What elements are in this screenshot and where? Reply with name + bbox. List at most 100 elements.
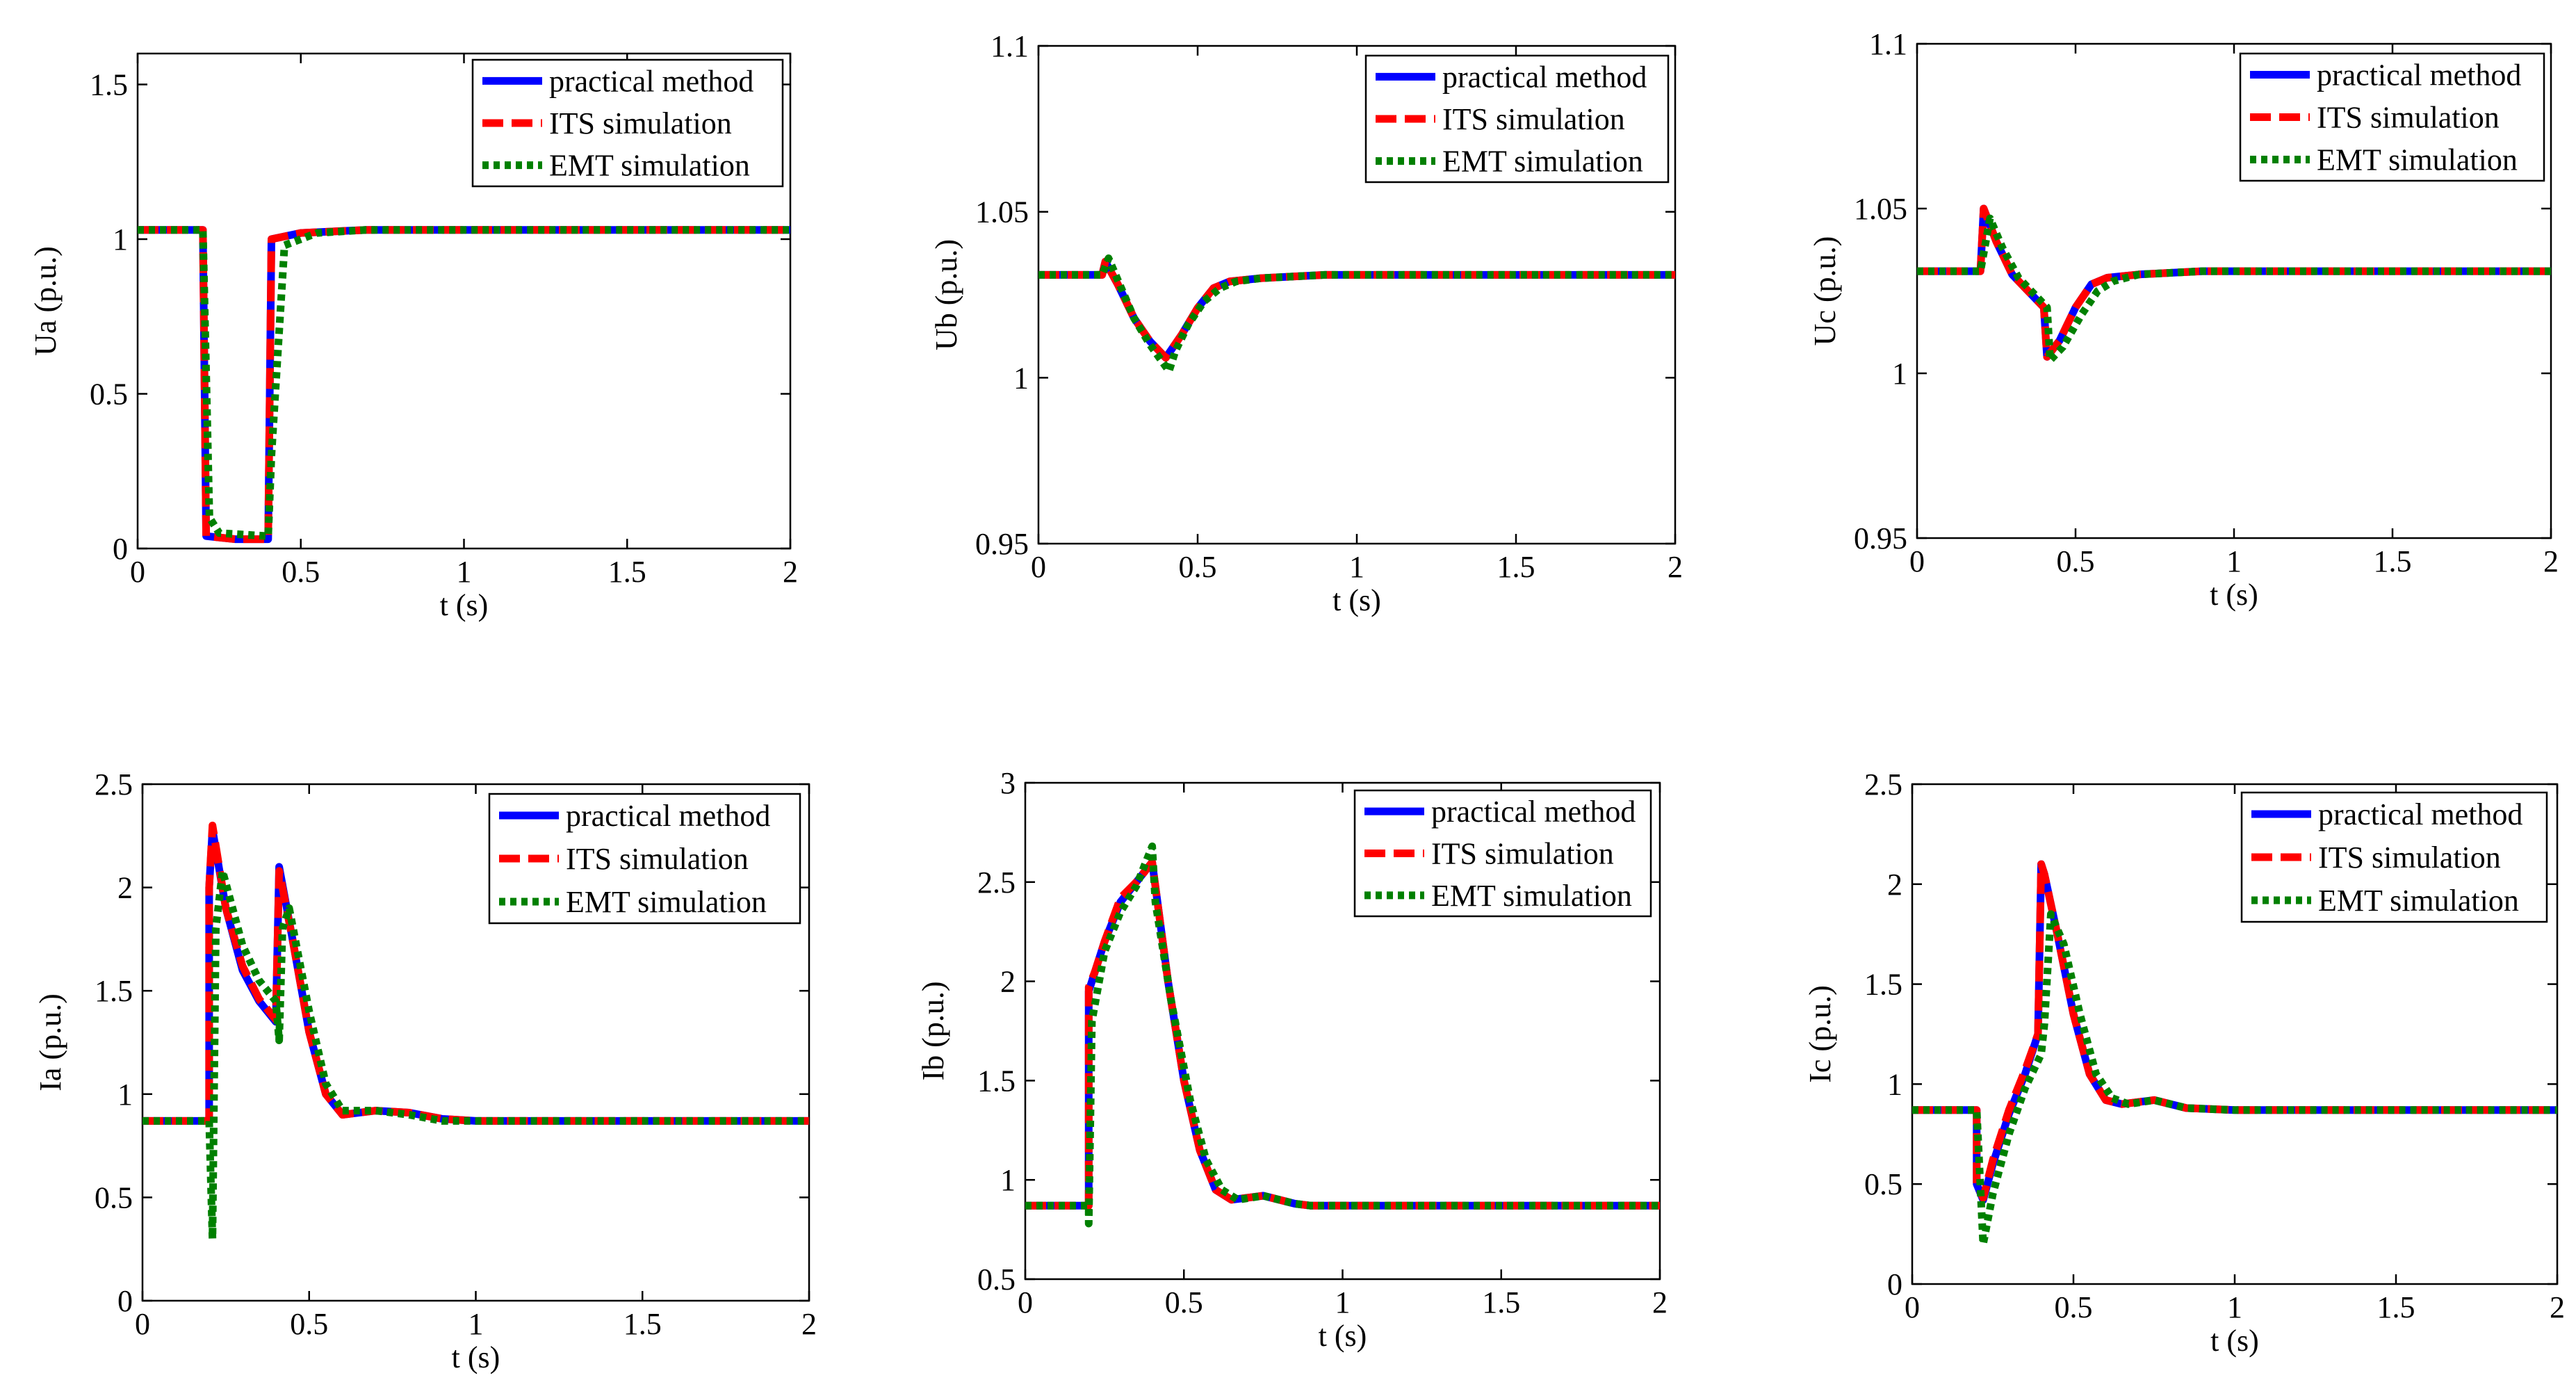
legend: practical method ITS simulation EMT simula… (2242, 793, 2547, 922)
y-tick-label: 2.5 (1864, 767, 1902, 802)
series-group (1038, 259, 1675, 371)
y-axis-label: Uc (p.u.) (1808, 236, 1842, 346)
y-tick-label: 1.5 (90, 68, 128, 102)
x-tick-label: 1 (1349, 550, 1364, 584)
y-tick-label: 1.5 (95, 974, 133, 1008)
x-tick-label: 0.5 (282, 555, 320, 589)
y-tick-label: 0.95 (1854, 521, 1907, 555)
legend: practical method ITS simulation EMT simula… (489, 794, 800, 923)
y-axis-label: Ia (p.u.) (33, 993, 67, 1091)
legend-label: practical method (1442, 60, 1647, 94)
series-line-dashed (138, 230, 790, 539)
chart-uc: 0 0.5 1 1.5 2 0.95 1 1.05 1.1 t (s) Uc (p.u.) pract… (1808, 27, 2559, 612)
y-tick-label: 1 (117, 1078, 133, 1112)
x-tick-label: 0 (1031, 550, 1046, 584)
x-tick-label: 0.5 (1165, 1285, 1203, 1319)
legend: practical method ITS simulation EMT simula… (1366, 56, 1668, 182)
y-tick-label: 2 (117, 871, 133, 905)
y-tick-label: 2.5 (977, 866, 1016, 900)
x-tick-label: 1 (2227, 1290, 2242, 1324)
legend-label: EMT simulation (1431, 879, 1632, 913)
y-tick-label: 0.5 (1864, 1167, 1902, 1201)
series-line-dotted (1917, 218, 2551, 360)
series-group (1917, 209, 2551, 360)
y-tick-label: 0.5 (95, 1180, 133, 1215)
x-tick-label: 0.5 (1179, 550, 1217, 584)
x-axis-label: t (s) (1332, 583, 1381, 617)
x-tick-label: 0 (1018, 1285, 1033, 1319)
legend-label: EMT simulation (566, 885, 767, 919)
x-tick-label: 1.5 (1497, 550, 1535, 584)
series-line-dotted (1912, 914, 2557, 1244)
x-tick-label: 0 (1909, 544, 1925, 578)
x-tick-label: 0 (1905, 1290, 1920, 1324)
legend-label: practical method (549, 64, 753, 98)
legend-label: practical method (1431, 795, 1636, 829)
y-tick-label: 1.5 (977, 1064, 1016, 1098)
x-tick-label: 2 (1652, 1285, 1668, 1319)
x-tick-label: 1.5 (623, 1307, 662, 1341)
legend-label: EMT simulation (2317, 143, 2518, 177)
x-tick-label: 1.5 (608, 555, 646, 589)
legend-label: ITS simulation (549, 106, 732, 140)
y-tick-label: 2 (1887, 868, 1902, 902)
y-tick-label: 1 (1887, 1067, 1902, 1101)
chart-ub: 0 0.5 1 1.5 2 0.95 1 1.05 1.1 t (s) Ub (p.u.) pract… (929, 29, 1683, 617)
x-tick-label: 1 (468, 1307, 484, 1341)
legend-label: practical method (566, 799, 770, 833)
legend-label: EMT simulation (2318, 884, 2519, 918)
y-tick-label: 1.05 (975, 195, 1029, 229)
y-tick-label: 0.5 (90, 377, 128, 412)
x-axis-label: t (s) (2210, 1324, 2259, 1358)
legend-label: ITS simulation (2317, 101, 2500, 135)
y-tick-label: 1 (113, 222, 128, 257)
y-tick-label: 0.95 (975, 527, 1029, 561)
legend: practical method ITS simulation EMT simula… (1355, 790, 1651, 916)
y-tick-label: 1.1 (1869, 27, 1907, 61)
legend-label: ITS simulation (2318, 840, 2501, 875)
y-tick-label: 0 (117, 1284, 133, 1318)
y-axis-label: Ub (p.u.) (929, 239, 963, 350)
legend-label: practical method (2318, 797, 2522, 831)
chart-ia: 0 0.5 1 1.5 200.511.522.5t (s)Ia (p.u.)pract… (33, 767, 817, 1374)
y-tick-label: 3 (1000, 766, 1016, 800)
y-tick-label: 2 (1000, 965, 1016, 999)
legend-label: ITS simulation (1442, 102, 1625, 136)
series-group (138, 230, 790, 539)
x-tick-label: 1 (457, 555, 472, 589)
x-tick-label: 0.5 (290, 1307, 328, 1341)
y-tick-label: 1.05 (1854, 192, 1907, 226)
x-tick-label: 2 (2550, 1290, 2565, 1324)
y-tick-label: 0 (113, 532, 128, 566)
x-tick-label: 2 (801, 1307, 817, 1341)
legend-label: ITS simulation (1431, 837, 1614, 871)
y-tick-label: 0.5 (977, 1262, 1016, 1297)
chart-ua: 0 0.5 1 1.5 2 0 0.5 1 1.5 t (s) Ua (p.u.) practical… (28, 54, 798, 622)
series-line-dotted (138, 230, 790, 537)
y-tick-label: 1.5 (1864, 968, 1902, 1002)
legend-label: practical method (2317, 58, 2521, 92)
legend: practical method ITS simulation EMT simula… (473, 60, 783, 186)
y-tick-label: 1.1 (991, 29, 1029, 63)
x-tick-label: 1.5 (2377, 1290, 2415, 1324)
chart-ic: 0 0.5 1 1.5 2 0 0.5 1 1.5 2 2.5 t (s) Ic (p.u.) pract… (1803, 767, 2565, 1358)
x-tick-label: 2 (1668, 550, 1683, 584)
x-axis-label: t (s) (1319, 1319, 1367, 1353)
x-tick-label: 1 (2226, 544, 2242, 578)
x-tick-label: 2 (783, 555, 798, 589)
y-tick-label: 1 (1000, 1163, 1016, 1197)
y-tick-label: 2.5 (95, 767, 133, 802)
x-tick-label: 2 (2543, 544, 2559, 578)
legend-label: EMT simulation (549, 149, 750, 183)
y-axis-label: Ib (p.u.) (916, 982, 950, 1081)
y-tick-label: 1 (1013, 361, 1029, 395)
y-axis-label: Ic (p.u.) (1803, 985, 1837, 1083)
series-line-solid (138, 230, 790, 539)
x-axis-label: t (s) (452, 1340, 500, 1374)
series-line-dotted (142, 871, 809, 1239)
x-tick-label: 1 (1335, 1285, 1351, 1319)
x-tick-label: 0 (130, 555, 145, 589)
figure-canvas: 0 0.5 1 1.5 200.511.5t (s)Ua (p.u.)practical… (0, 0, 2576, 1389)
x-axis-label: t (s) (440, 588, 489, 622)
x-tick-label: 1.5 (2374, 544, 2412, 578)
